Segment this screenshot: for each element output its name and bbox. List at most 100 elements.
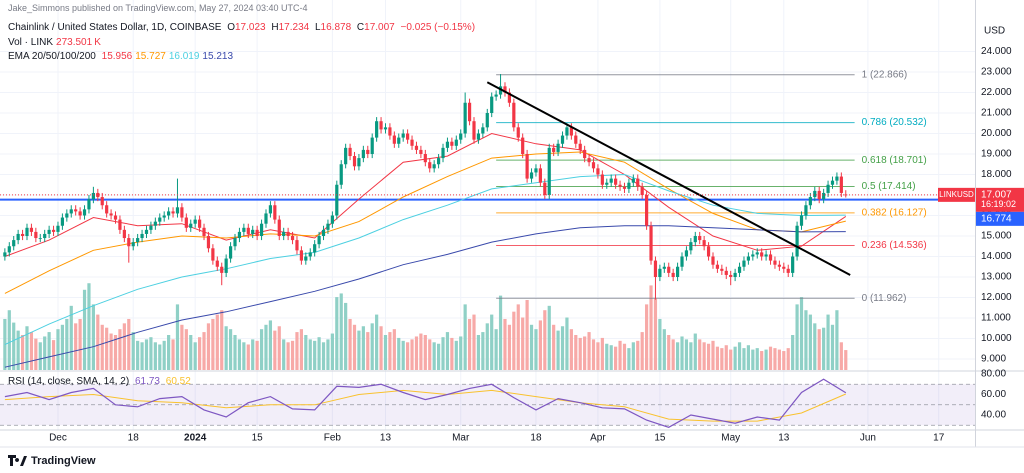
candle-body <box>467 102 472 122</box>
volume-bar <box>760 351 764 370</box>
candle-body <box>78 211 82 216</box>
candle-body <box>432 164 436 169</box>
volume-bar <box>392 329 396 370</box>
candle-body <box>295 240 299 251</box>
x-tick-label: 13 <box>778 433 790 444</box>
candle-body <box>361 149 365 159</box>
candle-body <box>352 156 357 167</box>
candle-body <box>503 86 507 93</box>
ema-value: 15.956 <box>101 51 133 62</box>
candle-body <box>768 254 773 261</box>
candle-body <box>538 168 542 183</box>
candle-body <box>640 186 644 195</box>
candle-body <box>799 215 804 226</box>
volume-bar <box>60 324 65 370</box>
candle-body <box>618 184 622 187</box>
candle-body <box>344 147 348 165</box>
ema-line <box>4 225 846 368</box>
x-tick-label: 2024 <box>184 433 207 444</box>
volume-bar <box>348 318 352 370</box>
volume-bar <box>20 335 25 370</box>
candle-body <box>304 256 308 261</box>
volume-bar <box>56 329 60 370</box>
volume-bar <box>308 339 312 370</box>
volume-bar <box>383 335 388 370</box>
volume-bar <box>100 324 104 370</box>
volume-bar <box>445 332 450 370</box>
volume-bar <box>180 324 184 370</box>
volume-bar <box>742 348 746 370</box>
candle-body <box>348 147 352 157</box>
candle-body <box>282 231 286 236</box>
fib-label: 0.236 (14.536) <box>862 240 927 251</box>
candle-body <box>724 270 728 275</box>
candle-body <box>472 121 476 140</box>
candle-body <box>113 215 118 220</box>
volume-bar <box>645 304 649 370</box>
change: −0.025 (−0.15%) <box>400 22 476 33</box>
rsi-tick-label: 60.00 <box>981 389 1006 400</box>
brand-logo <box>8 455 27 466</box>
candle-body <box>264 213 268 224</box>
volume-bar <box>817 329 821 370</box>
volume-bar <box>512 311 516 370</box>
volume-bar <box>702 342 706 370</box>
volume-bar <box>184 329 188 370</box>
candle-body <box>366 149 370 155</box>
candle-body <box>476 133 481 140</box>
candle-body <box>653 260 658 277</box>
y-tick-label: 19.000 <box>981 149 1012 160</box>
x-tick-label: Apr <box>590 433 606 444</box>
volume-bar <box>82 289 87 370</box>
hline-label: 16.774 <box>981 213 1012 224</box>
volume-bar <box>591 339 596 370</box>
candle-body <box>20 233 25 236</box>
x-tick-label: Jun <box>860 433 876 444</box>
x-tick-label: 18 <box>128 433 140 444</box>
candle-body <box>698 235 702 241</box>
candle-body <box>370 137 374 155</box>
candle-body <box>822 192 826 200</box>
volume-bar <box>454 340 458 370</box>
volume-bar <box>839 342 843 370</box>
candle-body <box>220 266 224 273</box>
volume-bar <box>467 318 472 370</box>
ema-label: EMA 20/50/100/200 <box>8 51 96 62</box>
candle-body <box>242 227 246 232</box>
candle-body <box>428 162 432 169</box>
publisher: Jake_Simmons published on TradingView.co… <box>8 3 308 13</box>
volume-bar <box>375 314 379 370</box>
volume-bar <box>12 322 16 370</box>
volume-bar <box>605 343 609 370</box>
candle-body <box>414 145 419 150</box>
candle-body <box>273 205 277 220</box>
volume-bar <box>751 349 755 370</box>
volume-bar <box>255 340 259 370</box>
volume-bar <box>804 310 808 370</box>
y-tick-label: 12.000 <box>981 292 1012 303</box>
volume-bar <box>662 329 666 370</box>
ohlc-value: 17.007 <box>364 22 395 33</box>
volume-bar <box>158 344 162 370</box>
candle-body <box>43 233 47 239</box>
volume-bar <box>569 329 573 370</box>
candle-body <box>733 272 737 277</box>
candle-body <box>175 207 180 214</box>
ema-value: 15.213 <box>202 51 234 62</box>
candle-body <box>299 250 303 261</box>
candle-body <box>760 252 764 257</box>
volume-bar <box>689 342 693 370</box>
rsi-tick-label: 80.00 <box>981 369 1006 380</box>
volume-bar <box>29 332 34 370</box>
volume-bar <box>423 335 427 370</box>
candle-body <box>259 223 264 236</box>
volume-bar <box>609 345 613 370</box>
volume-bar <box>113 335 118 370</box>
volume-bar <box>574 335 578 370</box>
candle-body <box>693 235 697 243</box>
candle-body <box>321 229 326 236</box>
volume-bar <box>715 346 720 370</box>
candle-body <box>605 182 609 185</box>
candle-body <box>614 178 618 185</box>
candle-body <box>105 205 109 214</box>
